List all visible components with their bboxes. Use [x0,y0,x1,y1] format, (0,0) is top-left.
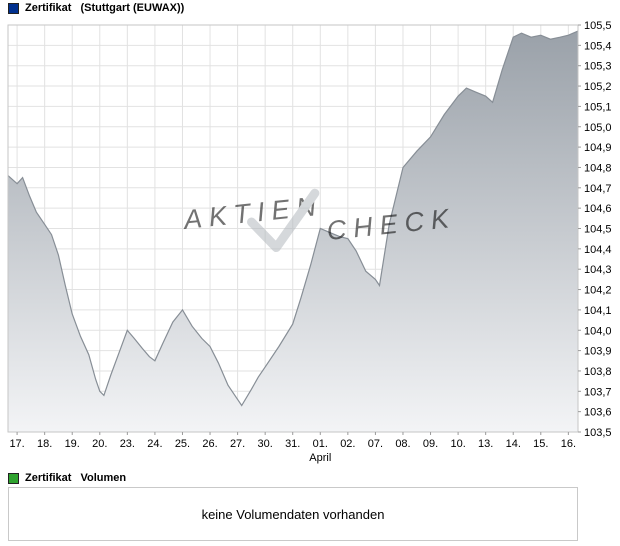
price-legend-detail: (Stuttgart (EUWAX)) [80,2,185,14]
svg-text:104,5: 104,5 [584,224,612,236]
svg-text:104,8: 104,8 [584,162,612,174]
price-line [7,30,579,407]
svg-text:27.: 27. [230,438,245,450]
svg-text:01.: 01. [313,438,328,450]
svg-text:104,9: 104,9 [584,142,612,154]
svg-text:105,1: 105,1 [584,101,612,113]
price-legend: Zertifikat (Stuttgart (EUWAX)) [8,3,184,14]
y-axis-labels: 105,5 105,4 105,3 105,2 105,1 105,0 104,9 104,8… [584,20,612,439]
svg-text:10.: 10. [450,438,465,450]
price-series-marker-icon [8,3,19,14]
svg-text:26.: 26. [202,438,217,450]
svg-text:103,7: 103,7 [584,386,612,398]
svg-text:07.: 07. [368,438,383,450]
volume-panel: keine Volumendaten vorhanden [8,487,578,541]
svg-text:104,3: 104,3 [584,264,612,276]
x-axis-labels: 17. 18. 19. 20. 23. 24. 25. 26. 27. 30. 31. 01. 02. 0… [9,438,576,464]
aktiencheck-watermark: AKTIEN CHECK [180,188,457,253]
svg-text:105,4: 105,4 [584,40,612,52]
price-chart-svg: AKTIEN CHECK105,5105,4105,3105,2105,1105,… [7,20,612,464]
svg-text:14.: 14. [506,438,521,450]
svg-text:02.: 02. [340,438,355,450]
svg-text:104,0: 104,0 [584,325,612,337]
svg-text:18.: 18. [37,438,52,450]
watermark-check-icon [246,188,320,253]
svg-text:25.: 25. [175,438,190,450]
month-label: April [309,452,331,464]
svg-text:104,4: 104,4 [584,244,612,256]
svg-text:105,2: 105,2 [584,81,612,93]
axis-ticks [16,24,581,435]
svg-text:103,6: 103,6 [584,407,612,419]
price-area-series [8,31,578,432]
svg-text:23.: 23. [120,438,135,450]
svg-text:20.: 20. [92,438,107,450]
svg-text:15.: 15. [533,438,548,450]
svg-text:24.: 24. [147,438,162,450]
svg-text:104,6: 104,6 [584,203,612,215]
svg-text:103,9: 103,9 [584,346,612,358]
svg-text:19.: 19. [65,438,80,450]
svg-text:09.: 09. [423,438,438,450]
volume-legend-detail: Volumen [80,472,127,484]
volume-legend-name: Zertifikat [25,472,72,484]
price-legend-name: Zertifikat [25,2,72,14]
svg-text:13.: 13. [478,438,493,450]
svg-text:104,7: 104,7 [584,183,612,195]
svg-text:17.: 17. [9,438,24,450]
svg-text:30.: 30. [258,438,273,450]
svg-text:08.: 08. [395,438,410,450]
svg-text:103,5: 103,5 [584,427,612,439]
volume-legend: Zertifikat Volumen [8,473,126,484]
svg-text:105,5: 105,5 [584,20,612,32]
volume-series-marker-icon [8,473,19,484]
svg-text:105,0: 105,0 [584,122,612,134]
svg-text:104,1: 104,1 [584,305,612,317]
svg-text:105,3: 105,3 [584,61,612,73]
no-volume-message: keine Volumendaten vorhanden [201,506,385,522]
svg-text:31.: 31. [285,438,300,450]
svg-text:103,8: 103,8 [584,366,612,378]
svg-text:16.: 16. [561,438,576,450]
svg-text:104,2: 104,2 [584,285,612,297]
